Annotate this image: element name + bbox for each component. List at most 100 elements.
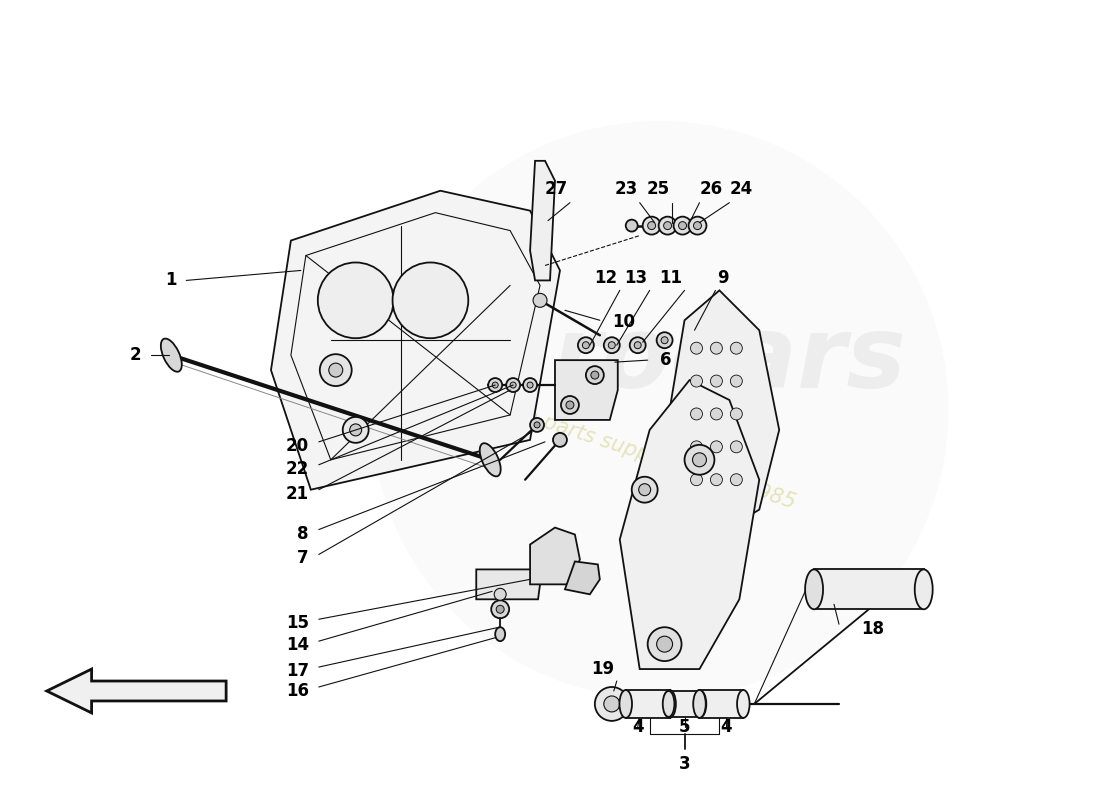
Text: 20: 20 xyxy=(286,437,309,455)
Polygon shape xyxy=(565,562,600,594)
Circle shape xyxy=(534,294,547,307)
Ellipse shape xyxy=(693,690,706,718)
Ellipse shape xyxy=(619,690,632,718)
Circle shape xyxy=(661,337,668,344)
Circle shape xyxy=(730,375,743,387)
Text: 4: 4 xyxy=(720,718,733,736)
Circle shape xyxy=(711,342,723,354)
Text: 22: 22 xyxy=(286,460,309,478)
Bar xyxy=(814,570,924,610)
Text: 6: 6 xyxy=(660,351,671,369)
Text: 1: 1 xyxy=(165,271,176,290)
Text: 5: 5 xyxy=(679,718,691,736)
Polygon shape xyxy=(530,527,580,584)
Circle shape xyxy=(639,484,650,496)
Circle shape xyxy=(591,371,598,379)
Ellipse shape xyxy=(663,691,674,717)
Text: 3: 3 xyxy=(679,754,691,773)
Circle shape xyxy=(553,433,566,447)
Circle shape xyxy=(492,600,509,618)
Circle shape xyxy=(642,217,661,234)
Text: 13: 13 xyxy=(625,270,648,287)
Text: 15: 15 xyxy=(286,614,309,632)
Polygon shape xyxy=(556,360,618,420)
Circle shape xyxy=(604,696,619,712)
Circle shape xyxy=(673,217,692,234)
Text: 17: 17 xyxy=(286,662,309,680)
Circle shape xyxy=(711,441,723,453)
Ellipse shape xyxy=(495,627,505,641)
Circle shape xyxy=(608,342,615,349)
Circle shape xyxy=(693,222,702,230)
Circle shape xyxy=(648,627,682,661)
Circle shape xyxy=(663,222,672,230)
Circle shape xyxy=(691,474,703,486)
Circle shape xyxy=(527,382,534,388)
Text: 11: 11 xyxy=(660,270,682,287)
Text: 7: 7 xyxy=(297,550,309,567)
Circle shape xyxy=(679,222,686,230)
Text: 2: 2 xyxy=(130,346,142,364)
Circle shape xyxy=(524,378,537,392)
Text: 10: 10 xyxy=(612,314,635,331)
Circle shape xyxy=(318,262,394,338)
Circle shape xyxy=(343,417,368,443)
Circle shape xyxy=(730,408,743,420)
Circle shape xyxy=(595,687,629,721)
Text: 21: 21 xyxy=(286,485,309,502)
Circle shape xyxy=(496,606,504,614)
Circle shape xyxy=(659,217,676,234)
Circle shape xyxy=(320,354,352,386)
Circle shape xyxy=(494,588,506,600)
Circle shape xyxy=(657,636,672,652)
Text: eurocars: eurocars xyxy=(414,312,906,409)
Circle shape xyxy=(691,375,703,387)
Circle shape xyxy=(561,396,579,414)
Circle shape xyxy=(350,424,362,436)
Ellipse shape xyxy=(480,443,501,476)
Text: 9: 9 xyxy=(717,270,729,287)
Ellipse shape xyxy=(805,570,823,610)
Circle shape xyxy=(626,220,638,231)
Circle shape xyxy=(631,477,658,502)
Circle shape xyxy=(329,363,343,377)
Circle shape xyxy=(730,441,743,453)
Circle shape xyxy=(693,453,706,466)
Circle shape xyxy=(604,338,619,353)
Text: 14: 14 xyxy=(286,636,309,654)
Circle shape xyxy=(691,408,703,420)
Ellipse shape xyxy=(915,570,933,610)
Text: 16: 16 xyxy=(286,682,309,700)
Text: 27: 27 xyxy=(544,180,568,198)
Circle shape xyxy=(565,401,574,409)
Circle shape xyxy=(535,422,540,428)
Circle shape xyxy=(586,366,604,384)
Circle shape xyxy=(730,474,743,486)
Circle shape xyxy=(582,342,590,349)
Text: 23: 23 xyxy=(615,180,638,198)
Circle shape xyxy=(691,441,703,453)
Polygon shape xyxy=(47,669,227,713)
Circle shape xyxy=(711,408,723,420)
Circle shape xyxy=(711,375,723,387)
Text: a parts supplier since 1985: a parts supplier since 1985 xyxy=(521,406,798,513)
Ellipse shape xyxy=(737,690,749,718)
Ellipse shape xyxy=(694,691,706,717)
Bar xyxy=(626,690,670,718)
Circle shape xyxy=(691,342,703,354)
Circle shape xyxy=(711,474,723,486)
Text: 25: 25 xyxy=(647,180,670,198)
Circle shape xyxy=(657,332,672,348)
Circle shape xyxy=(371,121,948,699)
Polygon shape xyxy=(670,290,779,539)
Circle shape xyxy=(530,418,544,432)
Text: 24: 24 xyxy=(729,180,752,198)
Circle shape xyxy=(730,342,743,354)
Text: 8: 8 xyxy=(297,525,309,542)
Polygon shape xyxy=(271,190,560,490)
Circle shape xyxy=(689,217,706,234)
Text: 19: 19 xyxy=(592,660,615,678)
Text: 12: 12 xyxy=(595,270,618,287)
Text: 4: 4 xyxy=(631,718,644,736)
Bar xyxy=(669,691,701,717)
